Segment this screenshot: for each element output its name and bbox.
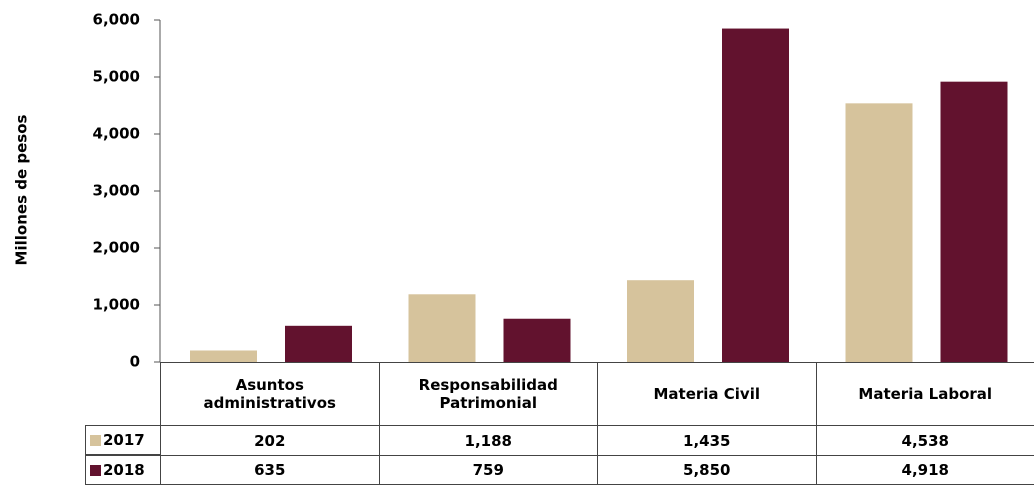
category-header: Asuntos administrativos <box>160 362 379 425</box>
y-tick-label: 6,000 <box>93 11 140 29</box>
value-label: 202 <box>160 425 379 455</box>
value-label: 759 <box>378 455 597 485</box>
bar <box>285 325 352 362</box>
legend-swatch <box>90 434 101 446</box>
category-header: Responsabilidad Patrimonial <box>378 362 597 425</box>
bar <box>845 103 913 363</box>
y-tick-label: 4,000 <box>93 125 140 143</box>
value-label: 1,435 <box>597 425 816 455</box>
value-label: 5,850 <box>597 455 816 485</box>
value-label: 4,538 <box>815 425 1034 455</box>
category-header: Materia Laboral <box>815 362 1034 425</box>
bar <box>722 28 789 363</box>
y-tick-label: 5,000 <box>93 68 140 86</box>
y-tick-label: 0 <box>130 353 140 371</box>
value-label: 4,918 <box>815 455 1034 485</box>
y-tick-label: 3,000 <box>93 182 140 200</box>
y-tick-label: 2,000 <box>93 239 140 257</box>
value-label: 635 <box>160 455 379 485</box>
legend-label: 2017 <box>103 431 145 449</box>
bar <box>627 280 694 362</box>
legend-label: 2018 <box>103 461 145 479</box>
legend-cell: 2018 <box>85 455 160 485</box>
legend-cell: 2017 <box>85 425 160 455</box>
bar <box>503 318 571 362</box>
category-header: Materia Civil <box>597 362 816 425</box>
value-label: 1,188 <box>378 425 597 455</box>
bar <box>408 294 476 362</box>
y-tick-label: 1,000 <box>93 296 140 314</box>
bar <box>940 81 1008 362</box>
y-axis-title: Millones de pesos <box>13 115 31 266</box>
bar <box>190 350 257 362</box>
legend-swatch <box>90 464 101 476</box>
